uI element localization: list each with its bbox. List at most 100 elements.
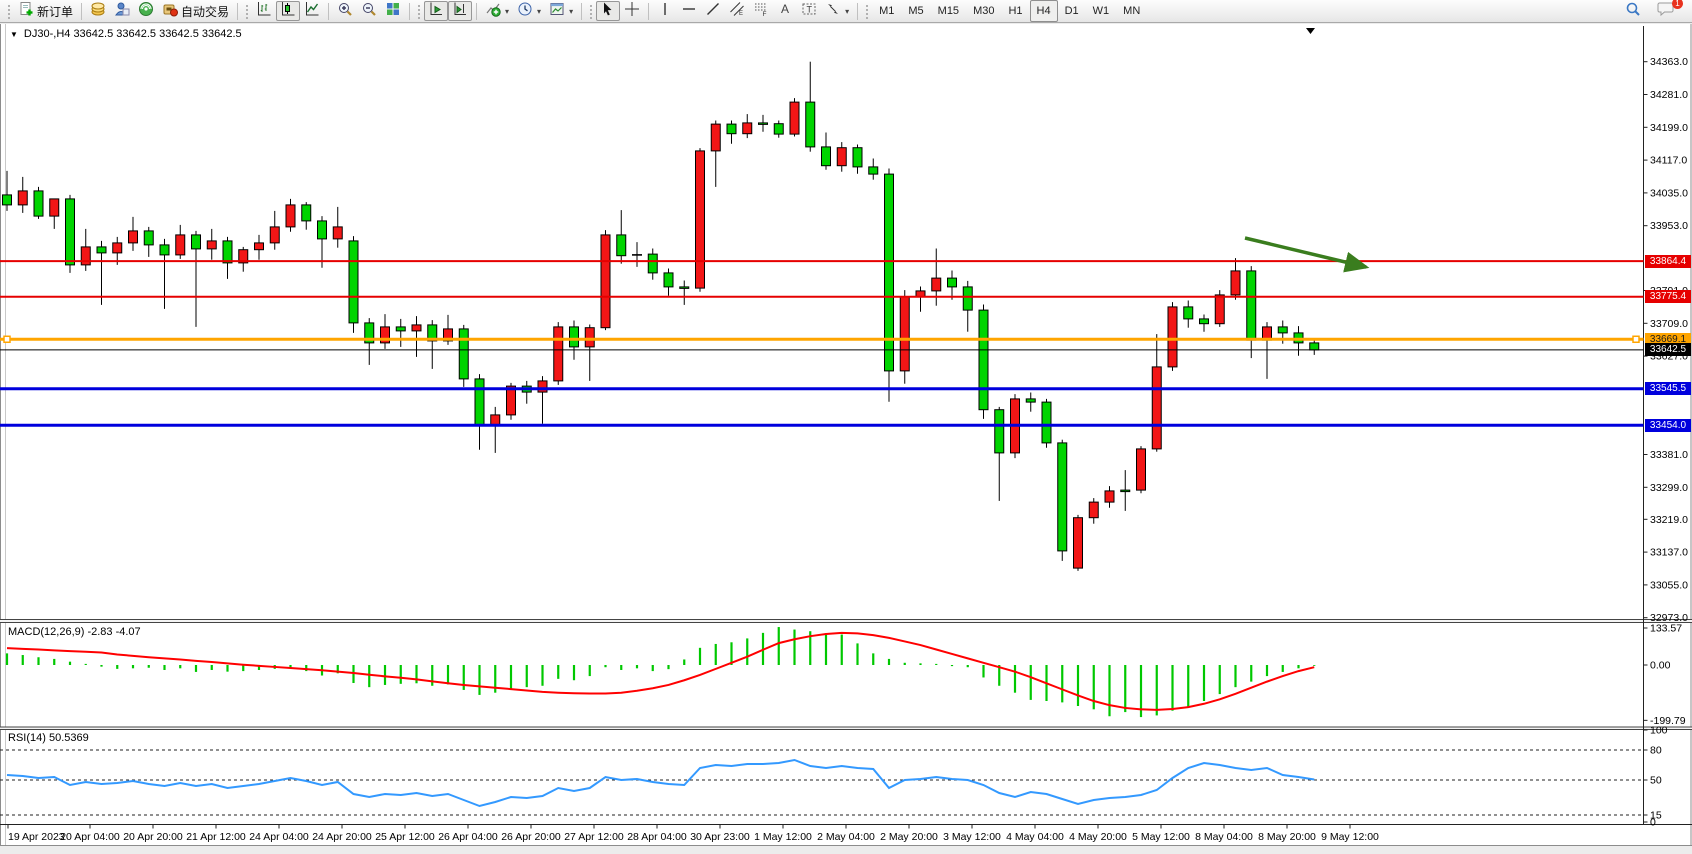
templates-button[interactable]: ▾ [545,1,577,21]
toolbar-drag-handle[interactable] [417,3,422,19]
price-level-tag: 33775.4 [1645,290,1691,304]
channel-tool-button[interactable]: E [725,1,749,21]
signal-icon [138,1,154,22]
signals-button[interactable] [134,1,158,21]
indicators-button[interactable]: ▾ [481,1,513,21]
trendline-tool-button[interactable] [701,1,725,21]
text-icon: A [777,1,793,22]
price-axis-tick: 100 [1650,725,1668,737]
bar-chart-mode-button[interactable] [252,1,276,21]
date-axis-label: 5 May 12:00 [1132,831,1190,843]
svg-text:E: E [739,11,743,17]
main-toolbar: 新订单 自动交易 [0,0,1692,23]
price-axis-tick: 133.57 [1650,623,1682,635]
auto-trading-label: 自动交易 [181,4,230,19]
zoom-in-icon [337,1,353,22]
price-axis-tick: 33709.0 [1650,318,1688,330]
ohlc-caret-icon[interactable]: ▼ [10,29,18,39]
text-label-tool-button[interactable]: T [797,1,821,21]
toolbar-drag-handle[interactable] [7,3,11,19]
timeframe-button-m15[interactable]: M15 [937,5,960,17]
notification-badge: 1 [1672,0,1683,9]
zoom-out-button[interactable] [357,1,381,21]
add-indicator-icon [485,1,501,22]
toolbar-drag-handle[interactable] [865,3,870,19]
date-axis-label: 4 May 04:00 [1006,831,1064,843]
deposit-button[interactable] [86,1,110,21]
dropdown-caret-icon: ▾ [569,6,574,16]
toolbar-separator [857,2,859,20]
date-axis-label: 26 Apr 04:00 [438,831,498,843]
timeframe-button-mn[interactable]: MN [1123,5,1141,17]
cursor-arrow-icon [600,1,616,22]
chart-canvas[interactable]: 34363.0 34281.0 34199.0 34117.0 34035.0 33953… [0,24,1692,854]
price-axis-tick: 34035.0 [1650,187,1688,199]
new-order-label: 新订单 [37,4,74,19]
price-axis-tick: 50 [1650,775,1662,787]
fibonacci-tool-button[interactable]: F [749,1,773,21]
toolbar-separator [237,2,239,20]
price-axis-tick: 33219.0 [1650,514,1688,526]
symbol-info-bar[interactable]: ▼ DJ30-,H4 33642.5 33642.5 33642.5 33642… [10,28,242,40]
timeframe-button-m1[interactable]: M1 [879,5,895,17]
template-icon [549,1,565,22]
date-axis-label: 26 Apr 20:00 [501,831,561,843]
timeframe-button-m5[interactable]: M5 [908,5,924,17]
auto-scroll-icon [428,1,444,22]
date-axis-label: 4 May 20:00 [1069,831,1127,843]
auto-scroll-button[interactable] [424,1,449,22]
dropdown-caret-icon: ▾ [505,6,510,16]
horizontal-line-icon [681,1,697,22]
search-button[interactable] [1621,1,1645,21]
svg-text:T: T [807,4,813,14]
date-axis-label: 20 Apr 20:00 [123,831,183,843]
toolbar-separator [581,2,583,20]
tile-windows-button[interactable] [381,1,405,21]
toolbar-separator [409,2,411,20]
price-axis-tick: 0 [1650,817,1656,829]
timeframe-button-w1[interactable]: W1 [1092,5,1110,17]
clock-icon [517,1,533,22]
timeframe-button-h1[interactable]: H1 [1008,5,1023,17]
date-axis-label: 1 May 12:00 [754,831,812,843]
toolbar-separator [476,2,478,20]
date-axis-label: 24 Apr 04:00 [249,831,309,843]
periods-button[interactable]: ▾ [513,1,545,21]
notifications-button[interactable]: 1 [1653,0,1683,21]
new-order-icon [18,1,34,22]
zoom-in-button[interactable] [333,1,357,21]
candlestick-icon [280,1,296,22]
text-tool-button[interactable]: A [773,1,797,21]
vertical-line-tool-button[interactable] [653,1,677,21]
timeframe-button-d1[interactable]: D1 [1064,5,1079,17]
toolbar-drag-handle[interactable] [245,3,250,19]
symbol-ohlc-text: DJ30-,H4 33642.5 33642.5 33642.5 33642.5 [23,28,242,40]
tile-windows-icon [385,1,401,22]
price-level-tag: 33545.5 [1645,382,1691,396]
auto-trading-button[interactable]: 自动交易 [158,1,233,21]
toolbar-separator [328,2,330,20]
auto-trading-icon [162,1,179,22]
date-axis-label: 3 May 12:00 [943,831,1001,843]
timeframe-button-h4[interactable]: H4 [1029,0,1058,22]
price-level-tag: 33864.4 [1645,254,1691,268]
equidistant-channel-icon: E [729,1,745,22]
chart-shift-icon [452,1,468,22]
accounts-button[interactable] [110,1,134,21]
date-axis-label: 2 May 20:00 [880,831,938,843]
candlestick-mode-button[interactable] [276,1,301,22]
zoom-out-icon [361,1,377,22]
price-level-tag: 33669.1 [1645,332,1691,346]
crosshair-button[interactable] [620,1,644,21]
date-axis-label: 28 Apr 04:00 [627,831,687,843]
horizontal-line-tool-button[interactable] [677,1,701,21]
timeframe-button-m30[interactable]: M30 [973,5,995,17]
chart-shift-button[interactable] [448,1,473,22]
price-axis-tick: 33953.0 [1650,220,1688,232]
arrows-tool-button[interactable]: ▾ [821,1,853,21]
cursor-button[interactable] [596,1,621,22]
toolbar-separator [648,2,650,20]
new-order-button[interactable]: 新订单 [14,1,77,21]
line-chart-mode-button[interactable] [300,1,324,21]
toolbar-drag-handle[interactable] [589,3,594,19]
